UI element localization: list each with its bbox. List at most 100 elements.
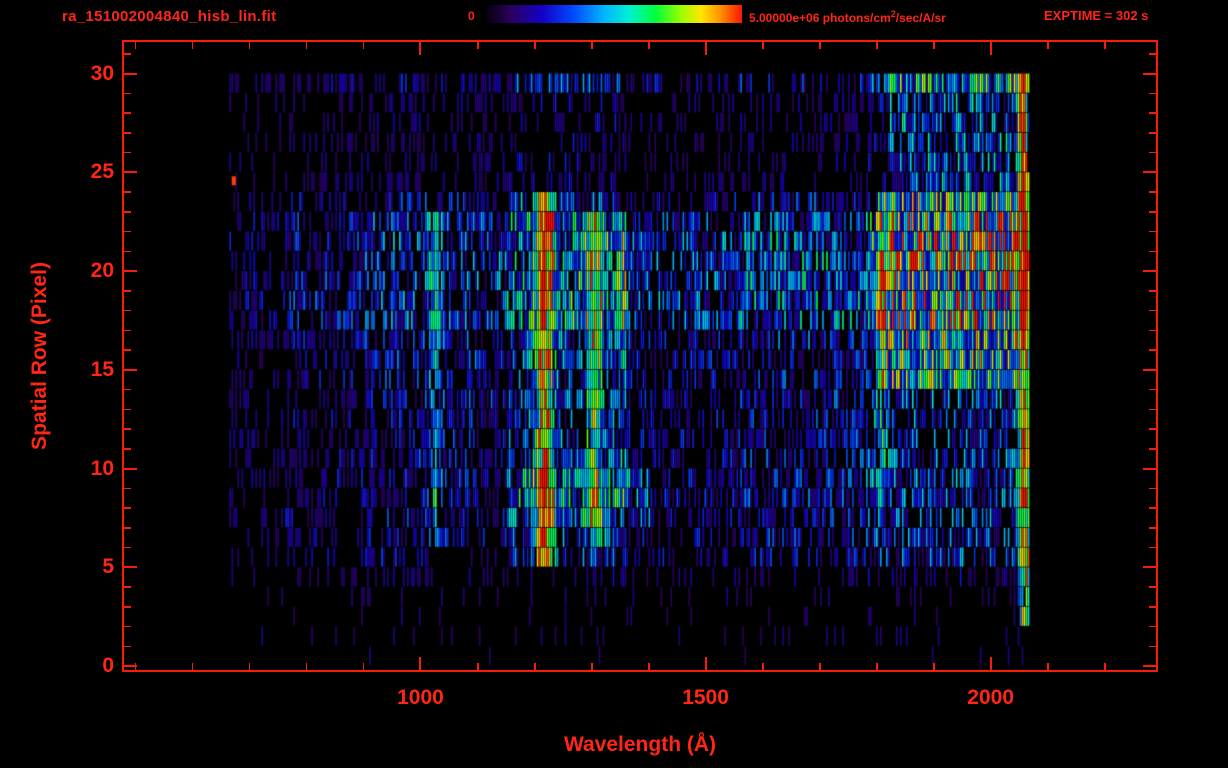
axis-tick — [248, 663, 251, 670]
axis-tick — [124, 368, 137, 371]
axis-tick — [876, 42, 878, 49]
axis-tick — [124, 349, 131, 351]
plot-frame — [122, 40, 1158, 672]
axis-tick — [1149, 53, 1156, 55]
axis-tick — [419, 42, 422, 55]
axis-tick — [1047, 663, 1049, 670]
axis-tick — [124, 388, 131, 391]
page-title: ra_151002004840_hisb_lin.fit — [62, 8, 277, 25]
axis-tick — [124, 53, 131, 55]
axis-tick — [477, 663, 479, 670]
axis-tick — [1149, 546, 1156, 549]
axis-tick — [1143, 566, 1156, 569]
axis-tick — [419, 657, 422, 670]
axis-tick — [124, 132, 131, 134]
axis-tick — [124, 230, 131, 233]
axis-tick — [591, 663, 593, 670]
axis-ticks — [124, 42, 1156, 670]
axis-tick — [704, 42, 707, 55]
axis-tick — [1149, 645, 1156, 648]
colorbar-min-label: 0 — [468, 9, 475, 23]
x-tick-label: 2000 — [967, 686, 1014, 709]
axis-tick — [124, 290, 131, 292]
colorbar-max-label: 5.00000e+06 photons/cm2/sec/A/sr — [749, 9, 946, 25]
axis-tick — [124, 467, 137, 470]
colorbar-units-suffix: /sec/A/sr — [895, 11, 946, 25]
axis-tick — [477, 42, 479, 49]
axis-tick — [1104, 42, 1106, 49]
axis-tick — [1149, 507, 1156, 509]
axis-tick — [1143, 665, 1156, 668]
axis-tick — [989, 42, 992, 55]
axis-tick — [124, 527, 131, 529]
axis-tick — [1149, 112, 1156, 114]
axis-tick — [124, 151, 131, 154]
axis-tick — [1149, 606, 1156, 608]
axis-tick — [1143, 72, 1156, 75]
axis-tick — [1149, 448, 1156, 450]
y-axis-title: Spatial Row (Pixel) — [28, 262, 51, 450]
axis-tick — [124, 586, 131, 588]
y-tick-label: 10 — [90, 456, 114, 480]
axis-tick — [124, 507, 131, 509]
axis-tick — [248, 42, 251, 49]
y-tick-label: 0 — [102, 654, 114, 678]
axis-tick — [124, 487, 131, 490]
axis-tick — [124, 270, 137, 273]
axis-tick — [1149, 191, 1156, 193]
axis-tick — [124, 428, 131, 430]
spectrogram-heatmap — [124, 42, 1156, 670]
x-tick-label: 1000 — [397, 686, 444, 709]
axis-tick — [933, 663, 935, 670]
axis-tick — [124, 250, 131, 253]
axis-tick — [124, 309, 131, 312]
axis-tick — [648, 42, 650, 49]
axis-tick — [124, 448, 131, 450]
axis-tick — [1149, 349, 1156, 351]
axis-tick — [591, 42, 593, 49]
axis-tick — [1149, 527, 1156, 529]
axis-tick — [124, 171, 137, 174]
x-axis-title: Wavelength (Å) — [563, 733, 717, 756]
axis-tick — [1143, 270, 1156, 273]
axis-tick — [1149, 388, 1156, 391]
axis-tick — [1149, 290, 1156, 292]
axis-tick — [124, 606, 131, 608]
y-tick-label: 25 — [90, 160, 114, 184]
axis-tick — [124, 645, 131, 648]
exptime-label: EXPTIME = 302 s — [1044, 8, 1149, 23]
axis-tick — [819, 663, 821, 670]
axis-tick — [1149, 132, 1156, 134]
axis-tick — [124, 211, 131, 213]
axis-tick — [124, 408, 131, 411]
y-tick-label: 30 — [90, 61, 114, 85]
axis-tick — [1149, 250, 1156, 253]
axis-tick — [124, 546, 131, 549]
axis-tick — [124, 72, 137, 75]
y-tick-label: 15 — [90, 357, 114, 381]
axis-tick — [1149, 92, 1156, 95]
axis-tick — [933, 42, 935, 49]
axis-tick — [124, 566, 137, 569]
axis-tick — [762, 663, 764, 670]
axis-tick — [534, 663, 536, 670]
colorbar-gradient — [486, 5, 742, 23]
axis-tick — [1149, 230, 1156, 233]
axis-tick — [191, 42, 194, 49]
x-tick-label: 1500 — [682, 686, 729, 709]
axis-tick — [876, 663, 878, 670]
axis-tick — [124, 625, 131, 628]
axis-tick — [1143, 171, 1156, 174]
axis-tick — [362, 42, 365, 49]
axis-tick — [534, 42, 536, 49]
axis-tick — [1104, 663, 1106, 670]
axis-tick — [1149, 408, 1156, 411]
axis-tick — [124, 191, 131, 193]
axis-tick — [1149, 625, 1156, 628]
axis-tick — [1143, 368, 1156, 371]
axis-tick — [124, 92, 131, 95]
colorbar-units-sup: 2 — [890, 9, 896, 19]
axis-tick — [134, 42, 137, 49]
axis-tick — [1149, 211, 1156, 213]
